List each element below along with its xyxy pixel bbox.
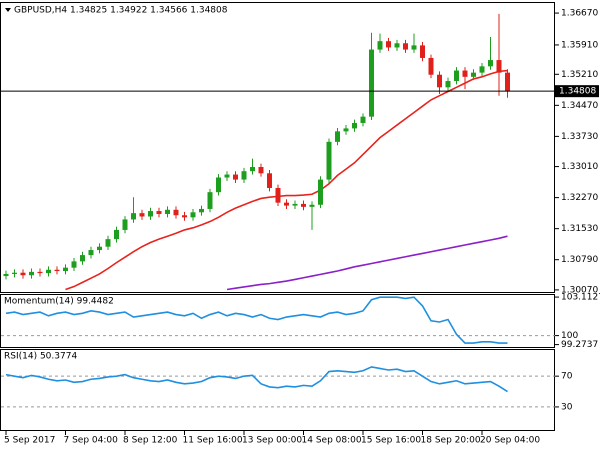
last-price-box xyxy=(555,85,599,98)
candle-body xyxy=(386,41,391,48)
candle-body xyxy=(335,131,340,142)
candle-body xyxy=(420,45,425,58)
candle-body xyxy=(88,250,94,256)
y-tick-label: 1.31530 xyxy=(561,224,598,234)
candle-body xyxy=(3,273,9,277)
candle-body xyxy=(241,171,247,180)
y-tick-label: 1.35910 xyxy=(561,40,598,50)
candle-body xyxy=(199,208,204,213)
y-tick-label: 1.32270 xyxy=(561,193,598,203)
candle-body xyxy=(258,167,264,174)
x-tick-label: 20 Sep 04:00 xyxy=(480,436,540,446)
y-tick-label: 103.1127 xyxy=(561,293,600,303)
candle-body xyxy=(309,204,315,207)
candle-body xyxy=(122,219,128,230)
x-tick-label: 5 Sep 2017 xyxy=(4,436,55,446)
candle-body xyxy=(37,271,43,274)
candle-body xyxy=(284,202,289,206)
candle-body xyxy=(46,269,51,274)
candle-body xyxy=(343,128,349,132)
candle-body xyxy=(488,60,493,67)
candle-body xyxy=(369,49,374,117)
candle-body xyxy=(437,74,442,88)
x-tick-label: 8 Sep 12:00 xyxy=(123,436,178,446)
candle-body xyxy=(97,246,102,251)
candle-body xyxy=(12,272,17,274)
momentum-panel xyxy=(0,294,555,348)
momentum-title: Momentum(14) 99.4482 xyxy=(4,297,114,307)
y-tick-label: 1.36670 xyxy=(561,9,598,19)
x-tick-label: 14 Sep 08:00 xyxy=(302,436,362,446)
candle-body xyxy=(301,203,306,207)
series-line xyxy=(65,69,508,291)
candle-body xyxy=(250,167,255,172)
candle-body xyxy=(114,229,119,240)
candle-body xyxy=(139,213,145,217)
candle-body xyxy=(352,122,357,129)
symbol-icon xyxy=(5,8,11,12)
y-tick-label: 1.30790 xyxy=(561,255,598,265)
candle-body xyxy=(445,81,451,88)
series-line xyxy=(5,366,508,393)
candle-body xyxy=(411,45,417,50)
y-tick-label: 100 xyxy=(561,331,578,341)
y-tick-label: 1.30070 xyxy=(561,285,598,295)
candle-body xyxy=(496,60,502,73)
x-tick-label: 18 Sep 20:00 xyxy=(421,436,481,446)
candle-body xyxy=(216,177,221,193)
series-line xyxy=(226,235,508,291)
candle-body xyxy=(63,267,68,272)
candle-body xyxy=(360,116,366,123)
candle-body xyxy=(29,271,34,276)
rsi-panel xyxy=(0,349,555,431)
candle-body xyxy=(326,141,332,180)
candle-body xyxy=(292,203,298,206)
candle-body xyxy=(233,174,238,180)
x-tick-label: 7 Sep 04:00 xyxy=(64,436,119,446)
candle-body xyxy=(428,57,434,75)
candle-body xyxy=(318,179,323,205)
candle-body xyxy=(80,255,85,262)
chart-title: GBPUSD,H4 1.34825 1.34922 1.34566 1.3480… xyxy=(14,6,228,16)
y-tick-label: 30 xyxy=(561,402,573,412)
x-tick-label: 15 Sep 16:00 xyxy=(361,436,421,446)
y-tick-label: 1.35210 xyxy=(561,70,598,80)
candle-body xyxy=(275,187,281,203)
candle-body xyxy=(182,215,187,218)
candle-body xyxy=(190,212,196,218)
candle-body xyxy=(165,209,170,214)
candle-body xyxy=(148,211,153,217)
y-tick-label: 70 xyxy=(561,372,573,382)
candle-body xyxy=(505,72,510,92)
candle-body xyxy=(454,70,459,82)
x-tick-label: 11 Sep 16:00 xyxy=(183,436,243,446)
candle-body xyxy=(105,239,111,247)
candle-body xyxy=(224,174,230,178)
candle-body xyxy=(207,192,213,209)
candle-body xyxy=(71,261,77,268)
last-price-label: 1.34808 xyxy=(559,87,596,97)
price-panel xyxy=(0,2,555,293)
candle-body xyxy=(20,272,26,276)
candle-body xyxy=(267,173,272,188)
rsi-title: RSI(14) 50.3774 xyxy=(4,352,77,362)
candle-body xyxy=(403,43,408,50)
series-line xyxy=(5,296,508,344)
candle-body xyxy=(377,41,383,50)
candle-body xyxy=(471,72,476,77)
y-tick-label: 1.34470 xyxy=(561,101,598,111)
candle-body xyxy=(173,209,179,216)
candle-body xyxy=(54,269,60,272)
x-tick-label: 13 Sep 00:00 xyxy=(242,436,302,446)
candle-body xyxy=(156,211,162,214)
y-tick-label: 1.33730 xyxy=(561,132,598,142)
candle-body xyxy=(394,43,400,48)
y-tick-label: 1.33010 xyxy=(561,162,598,172)
y-tick-label: 99.2737 xyxy=(561,340,598,350)
candle-body xyxy=(131,213,136,220)
candle-body xyxy=(462,70,468,77)
candle-body xyxy=(479,66,485,73)
